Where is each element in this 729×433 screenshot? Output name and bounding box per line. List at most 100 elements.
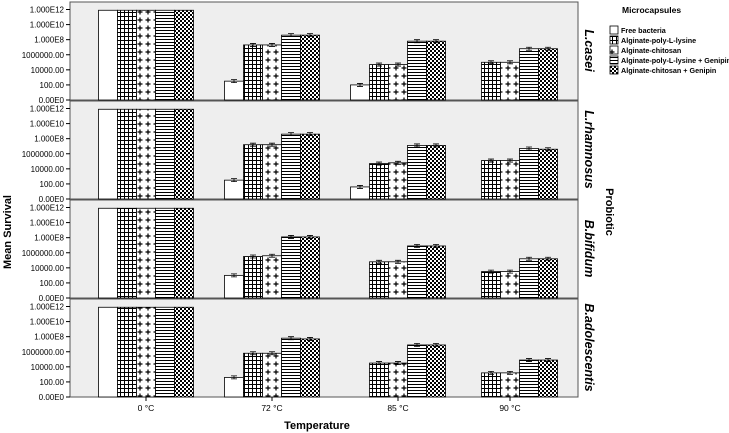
- bar: [519, 48, 539, 101]
- y-tick-label: 1.000E8: [34, 36, 64, 45]
- bar: [243, 352, 263, 398]
- bar: [117, 108, 137, 200]
- bar: [388, 261, 408, 299]
- bar: [243, 144, 263, 200]
- bar: [243, 44, 263, 101]
- error-bar: [433, 143, 439, 148]
- legend-swatch: [609, 35, 619, 45]
- error-bar: [507, 158, 513, 163]
- bar: [350, 84, 370, 101]
- x-tick-label: 72 °C: [261, 403, 282, 413]
- error-bar: [250, 43, 256, 47]
- error-bar: [433, 343, 439, 347]
- error-bar: [545, 46, 551, 51]
- y-tick-label: 1.000E12: [30, 303, 65, 312]
- y-tick-label: 1.000E10: [30, 120, 65, 129]
- error-bar: [395, 259, 401, 264]
- panel-label: B.adolescentis: [582, 303, 596, 391]
- bar: [281, 236, 301, 299]
- error-bar: [507, 269, 513, 274]
- y-tick-label: 0.00E0: [39, 195, 65, 204]
- error-bar: [526, 46, 532, 51]
- y-tick-label: 1.000E10: [30, 318, 65, 327]
- error-bar: [250, 254, 256, 259]
- bar: [155, 9, 175, 101]
- bar: [369, 163, 389, 200]
- error-bar: [357, 83, 363, 87]
- bar: [262, 352, 282, 398]
- error-bar: [376, 161, 382, 166]
- y-tick-label: 0.00E0: [39, 393, 65, 402]
- bar: [369, 64, 389, 101]
- bar: [281, 133, 301, 200]
- error-bar: [376, 259, 382, 264]
- bar: [224, 179, 244, 200]
- bar: [538, 359, 558, 398]
- error-bar: [433, 244, 439, 248]
- error-bar: [376, 62, 382, 67]
- panel-l-casei: 1.000E12 1.000E10 1.000E8 1000000.00 10000.0…: [22, 1, 596, 105]
- bar: [500, 160, 520, 200]
- bar: [262, 255, 282, 299]
- bar: [407, 245, 427, 299]
- error-bar: [545, 256, 551, 261]
- y-tick-label: 100.00: [40, 180, 65, 189]
- bar: [426, 145, 446, 200]
- bar: [538, 148, 558, 200]
- bar: [98, 9, 118, 101]
- bar: [426, 344, 446, 398]
- y-tick-label: 0.00E0: [39, 96, 65, 105]
- legend-swatch: [609, 45, 619, 55]
- bar: [407, 344, 427, 398]
- bar: [262, 44, 282, 101]
- bar: [519, 148, 539, 200]
- error-bar: [395, 62, 401, 67]
- bar: [281, 34, 301, 101]
- error-bar: [395, 160, 401, 165]
- bar: [174, 9, 194, 101]
- bar: [136, 9, 156, 101]
- y-tick-label: 1.000E8: [34, 135, 64, 144]
- error-bar: [507, 370, 513, 375]
- bar: [136, 306, 156, 398]
- x-tick-label: 0 °C: [138, 403, 155, 413]
- bar: [300, 338, 320, 398]
- bar: [224, 80, 244, 101]
- legend-swatch: [609, 55, 619, 65]
- legend-item: Free bacteria: [609, 25, 667, 35]
- y-tick-label: 100.00: [40, 378, 65, 387]
- y-axis-label: Mean Survival: [2, 195, 14, 269]
- y-tick-label: 100.00: [40, 279, 65, 288]
- bar: [300, 34, 320, 101]
- error-bar: [545, 147, 551, 152]
- legend-label: Free bacteria: [621, 26, 667, 35]
- error-bar: [288, 336, 294, 341]
- bar: [538, 258, 558, 299]
- error-bar: [526, 256, 532, 261]
- bar: [500, 61, 520, 101]
- bar: [519, 258, 539, 299]
- bar: [224, 376, 244, 398]
- panel-label: L.rhamnosus: [582, 110, 596, 189]
- bar: [300, 236, 320, 299]
- legend-item: Alginate-chitosan + Genipin: [609, 65, 716, 75]
- facet-label: Probiotic: [603, 188, 615, 236]
- error-bar: [526, 146, 532, 151]
- error-bar: [231, 79, 237, 84]
- legend-swatch: [609, 65, 619, 75]
- y-tick-label: 1000000.00: [22, 249, 65, 258]
- error-bar: [414, 39, 420, 44]
- bar: [407, 40, 427, 101]
- error-bar: [376, 361, 382, 365]
- bar: [481, 160, 501, 200]
- error-bar: [250, 142, 256, 147]
- bar: [155, 306, 175, 398]
- legend-item: Alginate-poly-L-lysine: [609, 35, 696, 45]
- error-bar: [307, 33, 313, 38]
- error-bar: [414, 244, 420, 248]
- bar: [136, 108, 156, 200]
- error-bar: [307, 235, 313, 239]
- legend-label: Alginate-poly-L-lysine: [621, 36, 696, 45]
- error-bar: [488, 370, 494, 375]
